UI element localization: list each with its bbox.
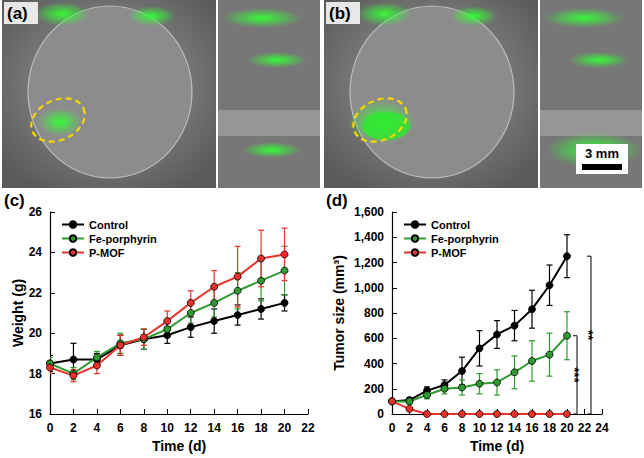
- svg-text:22: 22: [29, 286, 43, 300]
- svg-text:4: 4: [424, 421, 431, 435]
- svg-text:10: 10: [161, 421, 175, 435]
- svg-text:12: 12: [184, 421, 198, 435]
- svg-text:26: 26: [29, 205, 43, 219]
- svg-text:2: 2: [70, 421, 77, 435]
- svg-text:1,000: 1,000: [354, 281, 384, 295]
- svg-text:2: 2: [406, 421, 413, 435]
- svg-text:16: 16: [29, 407, 43, 421]
- svg-text:P-MOF: P-MOF: [89, 247, 125, 259]
- svg-text:(c): (c): [4, 191, 25, 210]
- svg-text:Control: Control: [89, 219, 128, 231]
- svg-text:1,600: 1,600: [354, 205, 384, 219]
- svg-text:0: 0: [389, 421, 396, 435]
- svg-text:P-MOF: P-MOF: [431, 247, 467, 259]
- svg-text:Weight (g): Weight (g): [10, 279, 26, 347]
- svg-text:**: **: [581, 330, 596, 341]
- svg-text:24: 24: [29, 245, 43, 259]
- svg-text:12: 12: [490, 421, 504, 435]
- svg-text:Fe-porphyrin: Fe-porphyrin: [431, 233, 499, 245]
- svg-text:1,200: 1,200: [354, 256, 384, 270]
- svg-text:0: 0: [377, 407, 384, 421]
- svg-text:Time (d): Time (d): [152, 438, 206, 454]
- svg-text:18: 18: [29, 367, 43, 381]
- svg-text:16: 16: [231, 421, 245, 435]
- svg-text:(d): (d): [326, 191, 348, 210]
- svg-text:10: 10: [473, 421, 487, 435]
- svg-text:(a): (a): [7, 4, 28, 23]
- svg-text:22: 22: [578, 421, 592, 435]
- svg-text:14: 14: [208, 421, 222, 435]
- svg-text:800: 800: [364, 306, 384, 320]
- svg-text:600: 600: [364, 331, 384, 345]
- svg-text:1,400: 1,400: [354, 230, 384, 244]
- svg-text:4: 4: [94, 421, 101, 435]
- svg-text:200: 200: [364, 382, 384, 396]
- svg-text:Fe-porphyrin: Fe-porphyrin: [89, 233, 157, 245]
- svg-text:Tumor size (mm³): Tumor size (mm³): [331, 255, 347, 371]
- svg-text:8: 8: [140, 421, 147, 435]
- svg-text:24: 24: [595, 421, 609, 435]
- svg-text:Control: Control: [431, 219, 470, 231]
- svg-text:20: 20: [278, 421, 292, 435]
- svg-text:8: 8: [459, 421, 466, 435]
- svg-text:3 mm: 3 mm: [585, 146, 619, 161]
- svg-text:6: 6: [117, 421, 124, 435]
- svg-text:6: 6: [441, 421, 448, 435]
- svg-text:***: ***: [567, 367, 582, 383]
- svg-text:22: 22: [301, 421, 315, 435]
- svg-text:16: 16: [525, 421, 539, 435]
- svg-text:18: 18: [543, 421, 557, 435]
- svg-text:0: 0: [47, 421, 54, 435]
- svg-text:(b): (b): [329, 4, 351, 23]
- svg-text:18: 18: [254, 421, 268, 435]
- svg-text:Time (d): Time (d): [470, 438, 524, 454]
- svg-text:400: 400: [364, 357, 384, 371]
- svg-text:20: 20: [560, 421, 574, 435]
- svg-text:14: 14: [508, 421, 522, 435]
- svg-text:20: 20: [29, 326, 43, 340]
